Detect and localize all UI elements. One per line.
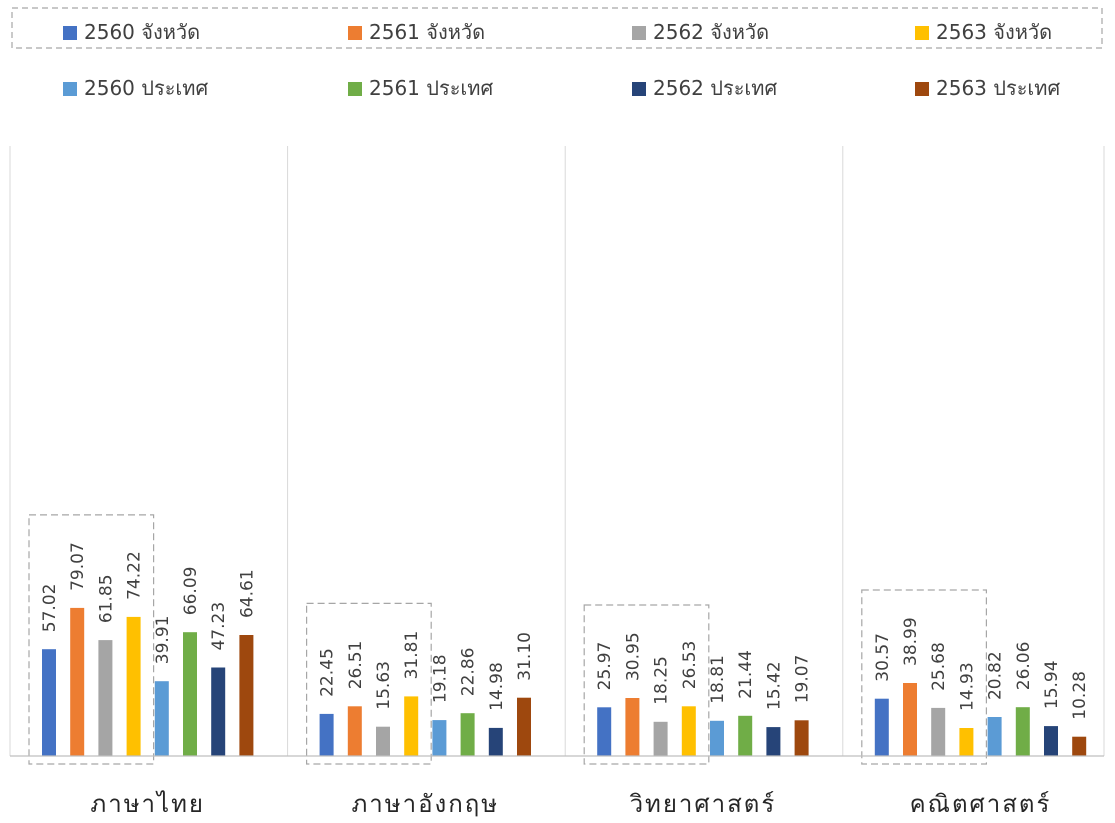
bar — [183, 632, 197, 756]
data-label: 22.45 — [318, 648, 338, 697]
bar — [126, 616, 141, 756]
data-label: 18.81 — [708, 655, 728, 704]
data-label: 61.85 — [96, 574, 116, 623]
data-label: 15.94 — [1042, 660, 1062, 709]
data-label: 31.10 — [515, 632, 535, 681]
bar — [653, 721, 668, 756]
bar — [931, 707, 946, 756]
data-label: 26.51 — [346, 641, 366, 690]
data-label: 19.07 — [793, 655, 813, 704]
x-tick-label: คณิตศาสตร์ — [910, 790, 1052, 818]
data-label: 66.09 — [181, 567, 201, 616]
legend-swatch — [632, 26, 646, 40]
data-label: 38.99 — [901, 617, 921, 666]
bar — [987, 717, 1002, 756]
highlight-box — [861, 589, 987, 765]
bar — [681, 706, 696, 756]
data-labels: 57.02 79.07 61.85 74.22 39.91 66.09 47.23 64.61… — [40, 542, 1090, 719]
bar — [432, 720, 447, 756]
data-label: 30.57 — [873, 633, 893, 682]
data-label: 39.91 — [153, 616, 173, 665]
bar — [488, 727, 503, 756]
bar — [874, 698, 889, 756]
data-label: 25.68 — [929, 642, 949, 691]
bar — [517, 697, 531, 756]
legend-label: 2561 ประเทศ — [369, 76, 493, 100]
legend-swatch — [915, 26, 929, 40]
legend-swatch — [348, 82, 362, 96]
data-label: 31.81 — [402, 631, 422, 680]
highlight-box — [306, 602, 432, 765]
legend-label: 2563 จังหวัด — [936, 20, 1052, 44]
bar — [154, 681, 169, 756]
bar — [70, 607, 85, 756]
bar — [347, 706, 362, 756]
legend-swatch — [63, 82, 77, 96]
legend-label: 2560 จังหวัด — [84, 20, 200, 44]
bar — [211, 667, 226, 756]
bar — [766, 727, 781, 756]
bar — [460, 713, 475, 756]
legend-swatch — [632, 82, 646, 96]
data-label: 25.97 — [595, 642, 615, 691]
data-label: 30.95 — [623, 632, 643, 681]
bar — [903, 683, 917, 756]
legend-swatch — [63, 26, 77, 40]
legend: 2560 จังหวัด 2561 จังหวัด 2562 จังหวัด 2563… — [63, 20, 1060, 100]
bars — [42, 607, 1087, 756]
data-label: 15.42 — [764, 661, 784, 710]
bar — [597, 707, 612, 756]
legend-label: 2562 จังหวัด — [653, 20, 769, 44]
data-label: 10.28 — [1070, 671, 1090, 720]
highlight-box — [583, 604, 710, 765]
data-label: 22.86 — [459, 648, 479, 697]
data-label: 64.61 — [237, 569, 257, 618]
data-label: 19.18 — [430, 654, 450, 703]
x-tick-label: ภาษาอังกฤษ — [351, 790, 499, 818]
legend-frame — [11, 7, 1103, 49]
data-label: 14.93 — [957, 662, 977, 711]
bar — [794, 720, 809, 756]
highlight-boxes — [28, 514, 987, 765]
legend-label: 2561 จังหวัด — [369, 20, 485, 44]
bar — [710, 720, 724, 756]
data-label: 74.22 — [125, 551, 145, 600]
data-label: 26.06 — [1014, 642, 1034, 691]
data-label: 57.02 — [40, 584, 60, 633]
bar — [98, 640, 113, 756]
legend-swatch — [348, 26, 362, 40]
data-label: 26.53 — [680, 641, 700, 690]
bar — [239, 635, 254, 756]
bar — [738, 715, 753, 756]
x-tick-label: วิทยาศาสตร์ — [629, 790, 776, 818]
x-axis-labels: ภาษาไทย ภาษาอังกฤษ วิทยาศาสตร์ คณิตศาสตร์ — [90, 790, 1052, 818]
data-label: 15.63 — [374, 661, 394, 710]
bar — [404, 696, 419, 756]
bar — [42, 649, 56, 756]
bar — [376, 726, 390, 756]
bar — [319, 713, 334, 756]
data-label: 14.98 — [487, 662, 507, 711]
data-label: 21.44 — [736, 650, 756, 699]
legend-label: 2563 ประเทศ — [936, 76, 1060, 100]
legend-swatch — [915, 82, 929, 96]
bar — [1072, 736, 1087, 756]
highlight-box — [28, 514, 155, 765]
bar — [625, 698, 640, 756]
bar — [959, 728, 974, 756]
data-label: 47.23 — [209, 602, 229, 651]
legend-label: 2562 ประเทศ — [653, 76, 777, 100]
data-label: 20.82 — [986, 651, 1006, 700]
bar — [1015, 707, 1030, 756]
category-separators — [9, 146, 1105, 756]
data-label: 79.07 — [68, 542, 88, 591]
legend-label: 2560 ประเทศ — [84, 76, 208, 100]
bar — [1044, 726, 1058, 756]
data-label: 18.25 — [652, 656, 672, 705]
x-tick-label: ภาษาไทย — [90, 790, 205, 818]
